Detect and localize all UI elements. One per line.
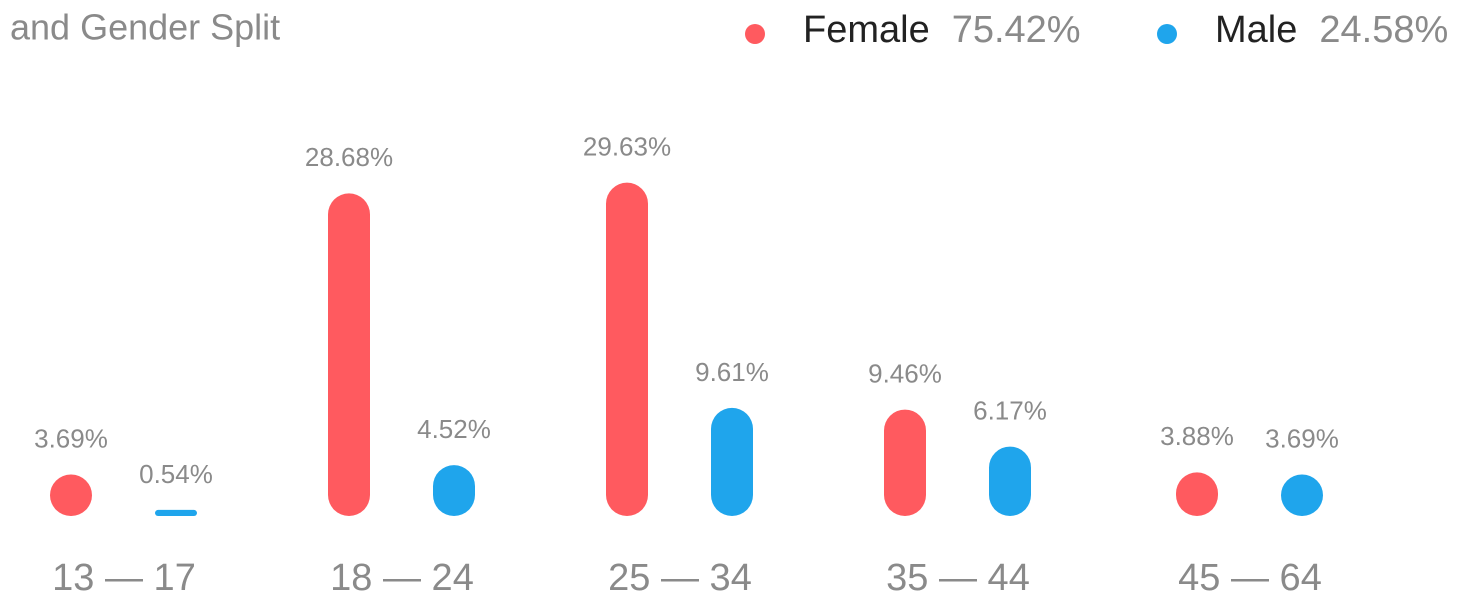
bar <box>328 193 370 516</box>
data-label: 3.69% <box>34 423 108 453</box>
legend-total: 24.58% <box>1319 9 1448 51</box>
data-label: 29.63% <box>583 132 671 162</box>
x-tick-label: 45 — 64 <box>1178 557 1322 599</box>
bar <box>155 509 197 516</box>
data-label: 3.69% <box>1265 423 1339 453</box>
x-tick-label: 13 — 17 <box>52 557 196 599</box>
bar <box>884 409 926 516</box>
bar <box>989 446 1031 516</box>
chart-title: and Gender Split <box>10 7 280 48</box>
data-label: 9.46% <box>868 358 942 388</box>
legend-label: Female <box>803 9 930 51</box>
bar <box>711 407 753 516</box>
legend-dot <box>1157 24 1177 44</box>
legend-label: Male <box>1215 9 1297 51</box>
bar <box>1176 472 1218 516</box>
data-label: 28.68% <box>305 142 393 172</box>
legend-total: 75.42% <box>952 9 1081 51</box>
legend-dot <box>745 24 765 44</box>
bar <box>50 474 92 516</box>
x-tick-label: 18 — 24 <box>330 557 474 599</box>
x-tick-label: 25 — 34 <box>608 557 752 599</box>
data-label: 0.54% <box>139 459 213 489</box>
data-label: 3.88% <box>1160 421 1234 451</box>
data-label: 9.61% <box>695 357 769 387</box>
data-label: 4.52% <box>417 414 491 444</box>
bar <box>606 182 648 516</box>
bar <box>1281 474 1323 516</box>
x-tick-label: 35 — 44 <box>886 557 1030 599</box>
bar <box>433 465 475 516</box>
data-label: 6.17% <box>973 395 1047 425</box>
